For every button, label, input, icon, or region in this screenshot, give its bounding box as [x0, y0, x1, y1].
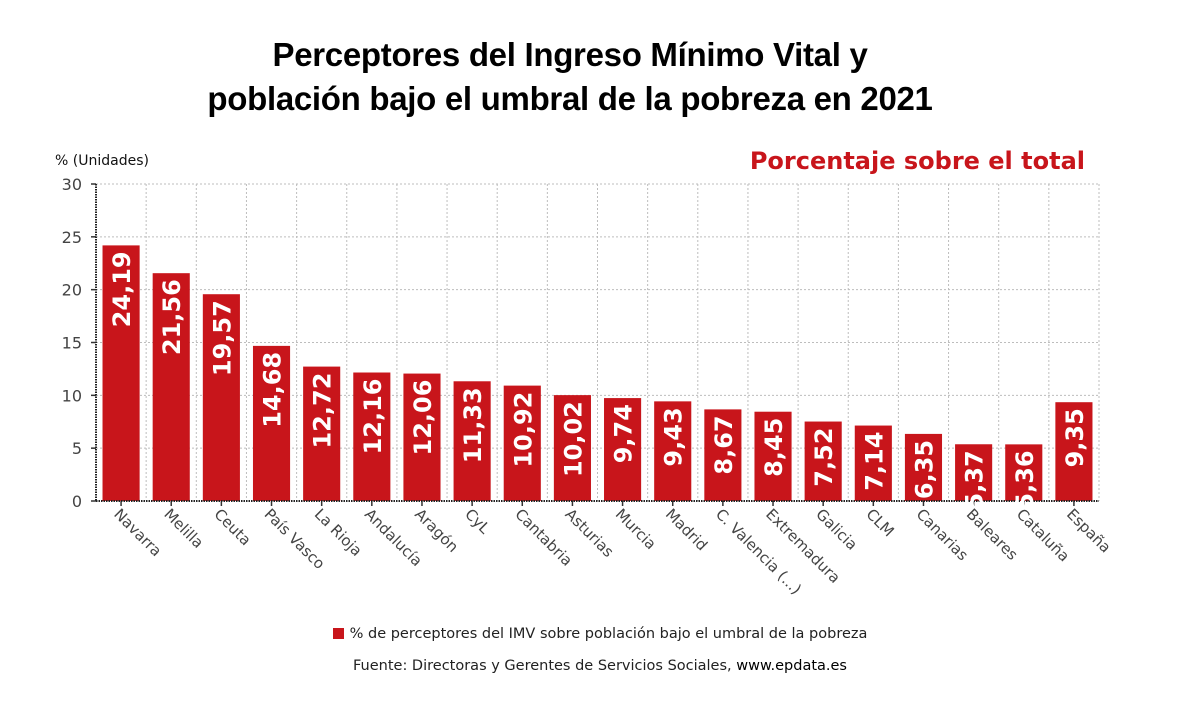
bar-value-label: 5,37: [961, 450, 989, 509]
bar-value-label: 14,68: [259, 352, 287, 428]
bar: [503, 385, 541, 501]
bar-value-label: 5,36: [1011, 450, 1039, 509]
x-tick-label: Madrid: [662, 505, 711, 554]
bar-value-label: 11,33: [459, 387, 487, 463]
bar: [353, 372, 391, 501]
bars: [102, 245, 1093, 501]
bar: [955, 444, 993, 501]
x-tick-label: Ceuta: [211, 505, 255, 549]
bar: [403, 373, 441, 501]
bar-value-label: 12,16: [359, 379, 387, 455]
x-tick-label: España: [1063, 505, 1114, 556]
y-tick-label: 10: [62, 386, 82, 405]
chart-title-line-1: Perceptores del Ingreso Mínimo Vital y: [272, 36, 868, 73]
bar-value-label: 9,74: [610, 404, 638, 463]
bar-value-label: 7,52: [810, 428, 838, 487]
x-tick-label: Canarias: [913, 505, 972, 564]
bar-value-label: 9,35: [1061, 408, 1089, 467]
source-text: Fuente: Directoras y Gerentes de Servici…: [352, 658, 737, 674]
axes: [91, 183, 1099, 506]
bar: [102, 245, 140, 501]
bar: [553, 395, 591, 501]
grid-lines: [96, 183, 1100, 501]
bar: [654, 401, 692, 501]
bar-value-label: 12,06: [409, 380, 437, 456]
source-note: Fuente: Directoras y Gerentes de Servici…: [0, 658, 1200, 674]
legend-entry: % de perceptores del IMV sobre población…: [349, 626, 868, 642]
x-tick-label: Aragón: [411, 505, 462, 556]
bar: [604, 398, 642, 501]
legend-swatch: [332, 628, 344, 639]
bar-value-label: 10,02: [559, 401, 587, 477]
x-tick-label: C. Valencia (...): [712, 505, 805, 598]
bar-value-label: 12,72: [309, 373, 337, 449]
bar-value-label: 9,43: [660, 407, 688, 466]
chart-title: Perceptores del Ingreso Mínimo Vital y p…: [0, 33, 1140, 121]
bar: [1005, 444, 1043, 501]
y-tick-label: 15: [62, 334, 82, 353]
y-axis-unit-label: % (Unidades): [55, 153, 149, 169]
x-tick-label: Melilla: [160, 505, 207, 552]
x-tick-label: Cataluña: [1013, 505, 1073, 565]
bar-value-label: 6,35: [910, 440, 938, 499]
x-tick-label: Galicia: [812, 505, 861, 554]
x-tick-label: Navarra: [110, 505, 165, 560]
bar: [453, 381, 491, 501]
y-tick-label: 30: [62, 175, 82, 194]
bar: [202, 294, 240, 501]
bar: [854, 425, 892, 501]
bar-value-label: 7,14: [860, 432, 888, 491]
bar: [152, 273, 190, 501]
bar: [252, 345, 291, 501]
x-tick-label: Murcia: [612, 505, 660, 553]
y-tick-label: 5: [72, 439, 82, 458]
bar-value-label: 24,19: [108, 251, 136, 327]
bar-value-label: 21,56: [158, 279, 186, 355]
x-tick-label: CLM: [862, 505, 897, 540]
y-tick-label: 25: [62, 228, 82, 247]
chart-subtitle: Porcentaje sobre el total: [749, 147, 1085, 175]
bar-value-label: 19,57: [208, 300, 236, 376]
bar: [1055, 402, 1093, 501]
x-tick-label: Baleares: [963, 505, 1022, 564]
bar-value-label: 8,45: [760, 418, 788, 477]
bar: [804, 421, 842, 501]
bar: [754, 411, 792, 501]
bar: [904, 433, 943, 501]
chart-title-line-2: población bajo el umbral de la pobreza e…: [207, 80, 933, 117]
y-tick-label: 20: [62, 281, 82, 300]
y-tick-label: 0: [72, 492, 82, 511]
bar: [704, 409, 742, 501]
source-link[interactable]: www.epdata.es: [736, 658, 847, 674]
legend: % de perceptores del IMV sobre población…: [0, 626, 1200, 642]
bar: [303, 366, 341, 501]
bar-value-label: 8,67: [710, 415, 738, 474]
x-tick-label: CyL: [461, 505, 494, 538]
bar-value-label: 10,92: [509, 392, 537, 468]
